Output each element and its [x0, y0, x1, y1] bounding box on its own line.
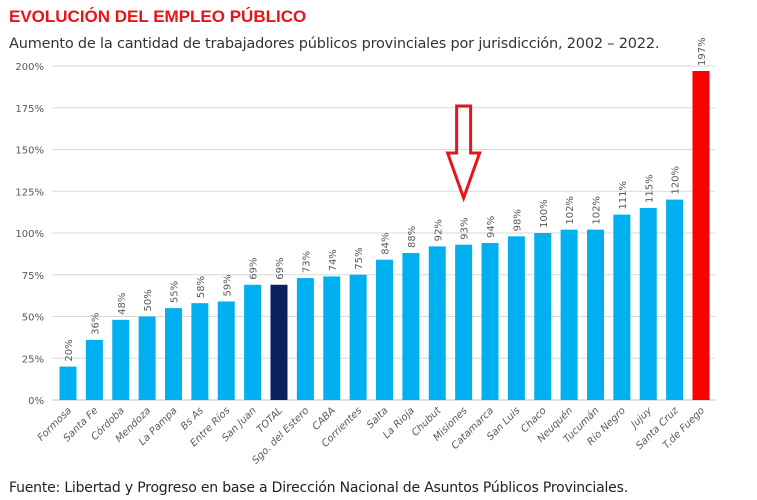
value-label: 88% [407, 226, 418, 248]
chart-subtitle: Aumento de la cantidad de trabajadores p… [9, 36, 660, 52]
bar-misiones [455, 244, 473, 400]
value-label: 58% [196, 276, 207, 298]
bar-c-rdoba [112, 319, 130, 400]
value-label: 48% [117, 293, 128, 315]
bar-formosa [59, 366, 77, 400]
bar-caba [323, 276, 341, 400]
y-tick-label: 0% [28, 396, 44, 407]
bar-mendoza [138, 316, 156, 400]
y-tick-label: 175% [15, 104, 44, 115]
value-label: 93% [460, 217, 471, 239]
value-label: 59% [222, 274, 233, 296]
value-label: 92% [433, 219, 444, 241]
bar-entre-r-os [217, 301, 235, 400]
bar-tucum-n [587, 229, 604, 400]
bar-san-luis [507, 236, 525, 400]
bar-sgo-del-estero [296, 278, 314, 400]
chart-source: Fuente: Libertad y Progreso en base a Di… [9, 480, 628, 496]
value-label: 55% [170, 281, 181, 303]
value-label: 102% [592, 196, 603, 225]
bar-santa-cruz [666, 199, 684, 400]
chart-title: EVOLUCIÓN DEL EMPLEO PÚBLICO [9, 7, 307, 26]
value-label: 36% [90, 313, 101, 335]
value-label: 197% [697, 37, 708, 66]
value-label: 111% [618, 181, 629, 210]
value-label: 75% [354, 248, 365, 270]
y-tick-label: 25% [22, 354, 44, 365]
y-tick-label: 50% [22, 313, 44, 324]
value-label: 20% [64, 339, 75, 361]
y-tick-label: 75% [22, 271, 44, 282]
value-label: 50% [143, 289, 154, 311]
bar-santa-fe [85, 339, 103, 400]
value-label: 115% [644, 174, 655, 203]
value-label: 94% [486, 216, 497, 238]
value-label: 74% [328, 249, 339, 271]
bar-chaco [534, 233, 552, 400]
value-label: 73% [301, 251, 312, 273]
bar-la-pampa [165, 308, 182, 400]
bar-bs-as [191, 303, 209, 400]
value-label: 98% [512, 209, 523, 231]
bar-t-de-fuego [692, 71, 710, 400]
bar-catamarca [481, 243, 499, 400]
bar-corrientes [349, 274, 367, 400]
bar-salta [376, 259, 393, 400]
value-label: 120% [671, 166, 682, 195]
bar-chart: 0%25%50%75%100%125%150%175%200%20%Formos… [15, 37, 715, 466]
y-tick-label: 100% [15, 229, 44, 240]
value-label: 102% [565, 196, 576, 225]
bar-chubut [428, 246, 446, 400]
bar-la-rioja [402, 253, 420, 400]
value-label: 100% [539, 199, 550, 228]
y-tick-label: 150% [15, 146, 44, 157]
value-label: 84% [381, 232, 392, 254]
value-label: 69% [249, 258, 260, 280]
bar-neuqu-n [560, 229, 578, 400]
y-tick-label: 125% [15, 187, 44, 198]
bar-san-juan [244, 284, 262, 400]
bar-jujuy [639, 207, 657, 400]
value-label: 69% [275, 258, 286, 280]
bar-total [270, 284, 288, 400]
y-tick-label: 200% [15, 62, 44, 73]
arrow-down-icon [445, 104, 482, 203]
bar-r-o-negro [613, 214, 631, 400]
